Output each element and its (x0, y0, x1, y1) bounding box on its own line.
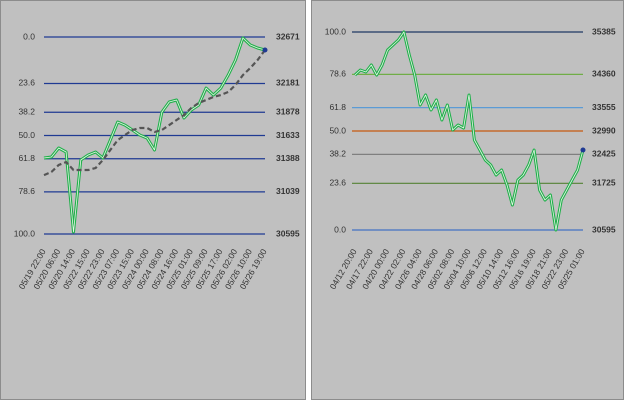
fib-ratio: 100.0 (14, 228, 36, 238)
price-line-inner (354, 31, 584, 231)
fib-value: 30595 (592, 224, 616, 234)
fib-value: 32671 (276, 31, 300, 41)
fib-ratio: 38.2 (329, 149, 346, 159)
fib-value: 31388 (276, 153, 300, 163)
fib-value: 35385 (592, 26, 616, 36)
fib-value: 32425 (592, 149, 616, 159)
fib-value: 31878 (276, 107, 300, 117)
panel-left (0, 0, 306, 400)
fib-value: 31633 (276, 130, 300, 140)
fib-ratio: 61.8 (329, 102, 346, 112)
fib-ratio: 50.0 (18, 130, 35, 140)
fib-value: 32181 (276, 78, 300, 88)
fib-ratio: 78.6 (329, 69, 346, 79)
fib-ratio: 78.6 (18, 186, 35, 196)
price-line-inner (43, 37, 266, 233)
fib-ratio: 100.0 (325, 26, 347, 36)
fib-value: 33555 (592, 102, 616, 112)
fib-value: 32990 (592, 125, 616, 135)
fib-value: 31725 (592, 178, 616, 188)
fib-value: 30595 (276, 228, 300, 238)
fib-ratio: 38.2 (18, 107, 35, 117)
last-point (262, 47, 268, 53)
fib-ratio: 0.0 (334, 224, 346, 234)
fib-ratio: 50.0 (329, 125, 346, 135)
last-point (580, 147, 586, 153)
moving-average (43, 49, 266, 177)
fib-ratio: 0.0 (23, 31, 35, 41)
fib-value: 31039 (276, 186, 300, 196)
fib-value: 34360 (592, 69, 616, 79)
fib-ratio: 23.6 (329, 178, 346, 188)
panel-right (311, 0, 624, 400)
fib-ratio: 61.8 (18, 153, 35, 163)
fib-ratio: 23.6 (18, 78, 35, 88)
